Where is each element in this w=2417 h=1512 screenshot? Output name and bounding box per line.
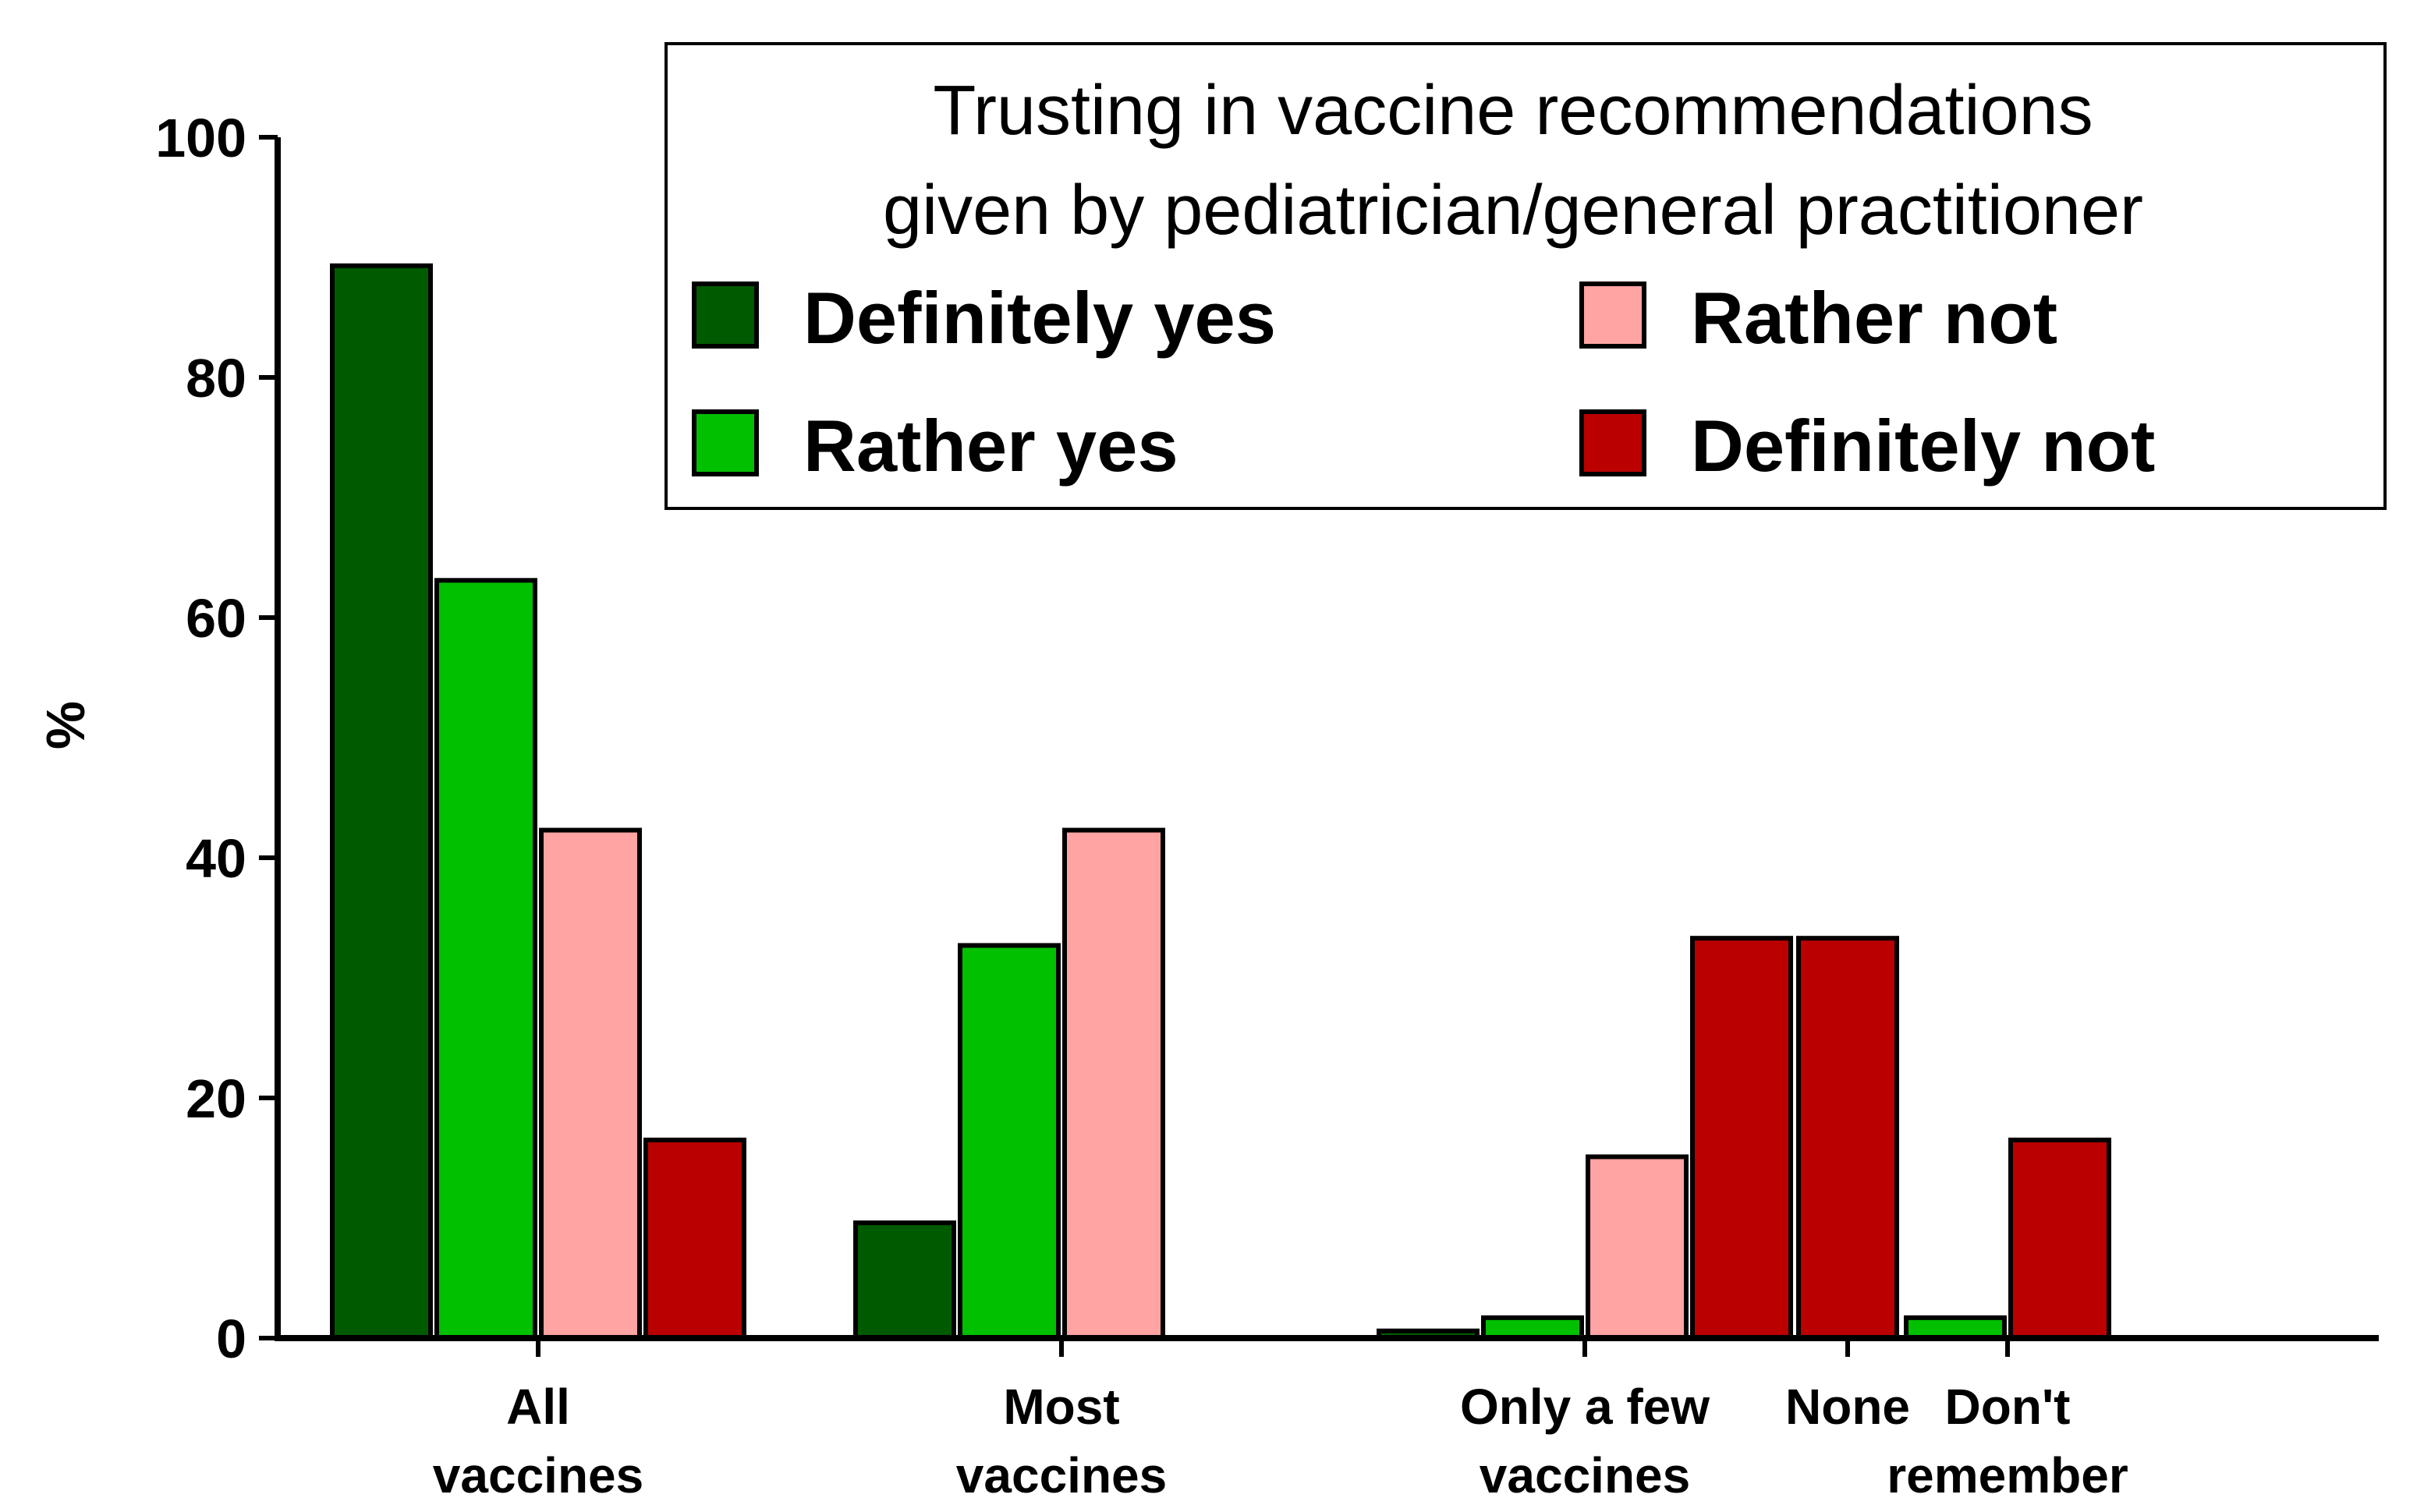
y-tick-label: 20: [186, 1068, 246, 1129]
legend-swatch-definitely-not: [1579, 409, 1646, 476]
legend-label-rather-not: Rather not: [1691, 277, 2057, 359]
legend-swatch-rather-yes: [692, 409, 759, 476]
x-ticks-group: All vaccines Most vaccines Only a few vaccine…: [433, 1338, 2128, 1503]
x-tick-label: remember: [1887, 1447, 2128, 1503]
y-tick-label: 60: [186, 588, 246, 649]
legend-label-rather-yes: Rather yes: [803, 405, 1178, 487]
y-tick-label: 100: [155, 108, 246, 168]
bar-definitely-yes-1: [853, 1220, 956, 1341]
x-tick-label: Don't: [1945, 1379, 2071, 1435]
y-axis-label: %: [35, 701, 96, 749]
bar-definitely-not-0: [643, 1137, 746, 1341]
x-tick-label: vaccines: [956, 1447, 1167, 1503]
bar-definitely-not-2: [1690, 936, 1793, 1341]
bar-rather-yes-1: [958, 943, 1061, 1341]
bars-group: [330, 263, 2111, 1341]
y-ticks-group: 0 20 40 60 80 100: [155, 108, 278, 1369]
legend-title-line-1: Trusting in vaccine recommendations: [933, 72, 2093, 150]
x-tick-label: All: [506, 1379, 570, 1435]
bar-rather-yes-2: [1481, 1315, 1584, 1340]
x-tick-label: vaccines: [433, 1447, 643, 1503]
x-tick-label: Most: [1003, 1379, 1119, 1435]
legend-label-definitely-not: Definitely not: [1691, 405, 2155, 487]
legend-entries: Definitely yes Rather yes Rather not Defini…: [692, 277, 2155, 487]
x-tick-label: vaccines: [1480, 1447, 1690, 1503]
x-tick-label: None: [1785, 1379, 1910, 1435]
y-tick-label: 0: [216, 1308, 246, 1369]
bar-definitely-not-4: [2008, 1137, 2111, 1341]
legend-swatch-rather-not: [1579, 282, 1646, 349]
legend-title-line-2: given by pediatrician/general practition…: [883, 172, 2143, 250]
legend-label-definitely-yes: Definitely yes: [803, 277, 1276, 359]
bar-rather-not-2: [1586, 1154, 1689, 1340]
x-tick-label: Only a few: [1460, 1379, 1710, 1435]
bar-rather-yes-0: [434, 578, 537, 1340]
bar-definitely-yes-0: [330, 263, 433, 1340]
bar-rather-not-1: [1062, 827, 1165, 1340]
bar-definitely-not-3: [1796, 936, 1899, 1341]
legend: Trusting in vaccine recommendations give…: [664, 42, 2387, 510]
y-tick-label: 40: [186, 828, 246, 889]
legend-box: [664, 42, 2387, 510]
y-tick-label: 80: [186, 348, 246, 409]
axes-group: [275, 137, 2379, 1341]
bar-rather-not-0: [539, 827, 642, 1340]
legend-swatch-definitely-yes: [692, 282, 759, 349]
